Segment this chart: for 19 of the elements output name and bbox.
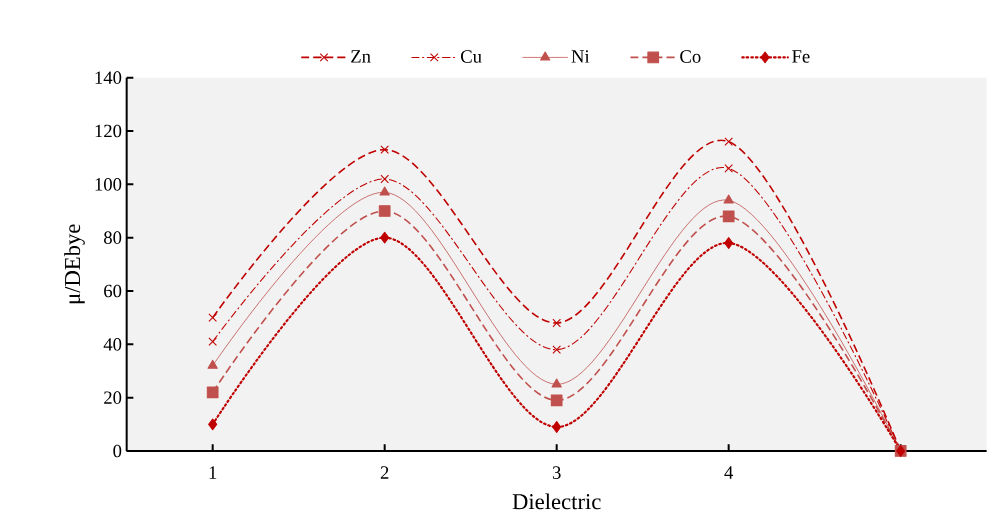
x-tick-label: 4: [724, 466, 734, 479]
y-tick-label: 100: [95, 178, 122, 191]
y-tick-label: 60: [104, 284, 122, 298]
x-axis-title: Dielectric: [512, 493, 601, 510]
legend-label: Zn: [351, 50, 371, 63]
legend-label: Fe: [792, 50, 810, 63]
x-tick-label: 3: [552, 466, 561, 479]
y-tick-label: 0: [113, 444, 122, 458]
y-tick-label: 120: [95, 124, 122, 138]
y-axis-title: μ/DEbye: [64, 224, 85, 304]
legend-label: Co: [680, 50, 701, 63]
legend-label: Cu: [461, 50, 482, 63]
y-tick-label: 80: [104, 231, 122, 244]
x-tick-label: 2: [380, 466, 389, 479]
y-tick-label: 40: [103, 338, 122, 351]
y-tick-label: 20: [104, 391, 122, 404]
x-tick-label: 1: [209, 466, 217, 479]
legend-label: Ni: [571, 50, 590, 63]
y-tick-label: 140: [95, 71, 122, 84]
